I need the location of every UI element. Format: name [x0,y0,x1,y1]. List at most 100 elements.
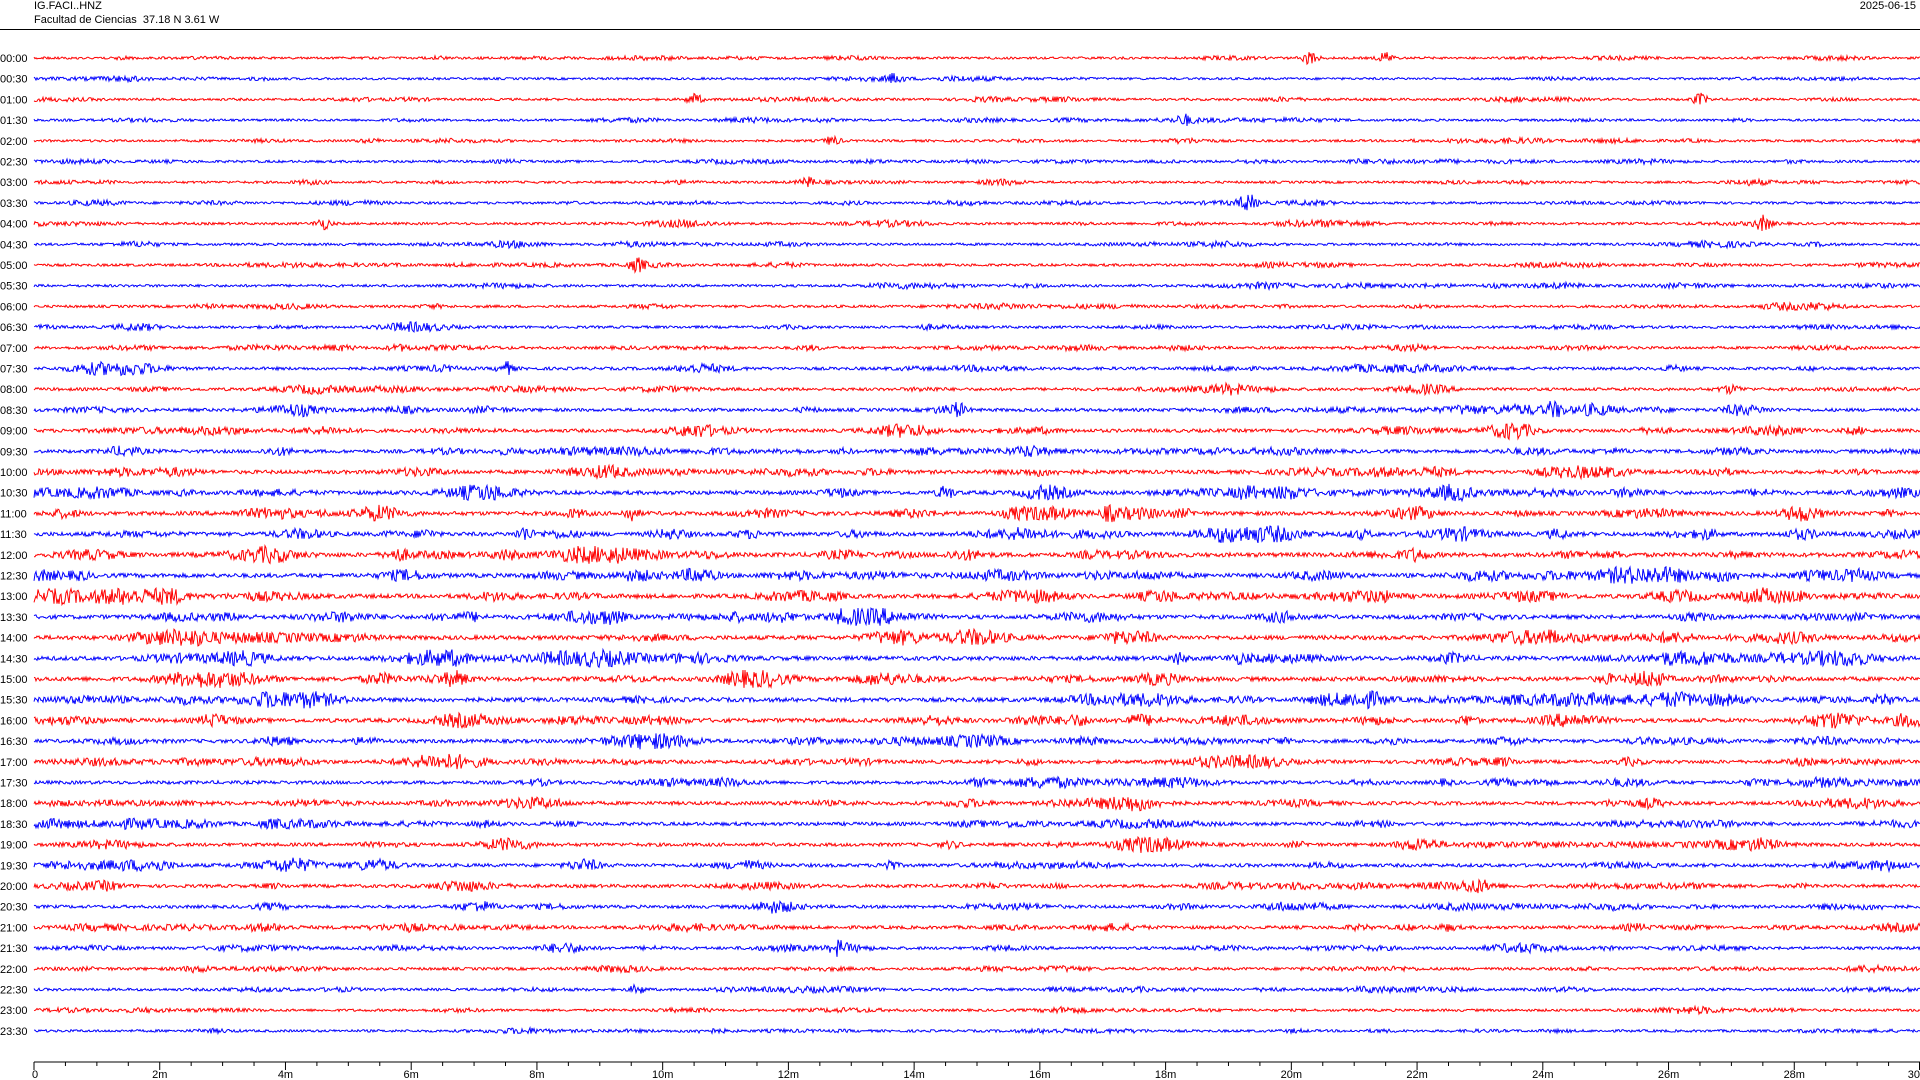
row-label: 02:30 [0,157,28,169]
row-label: 11:30 [0,529,27,541]
trace-1130 [33,525,1920,544]
trace-1000 [33,463,1920,481]
row-label: 05:30 [0,281,28,293]
row-label: 13:00 [0,591,28,603]
x-tick-label: 0 [32,1069,38,1080]
trace-1530 [33,690,1920,710]
row-label: 22:30 [0,985,28,997]
x-tick-label: 26m [1658,1069,1679,1080]
x-tick-label: 30 [1908,1069,1920,1080]
trace-0900 [33,422,1920,441]
trace-2000 [33,878,1920,894]
trace-2200 [33,963,1920,974]
row-label: 18:30 [0,819,28,831]
row-label: 09:30 [0,446,28,458]
row-label: 13:30 [0,612,28,624]
trace-0830 [33,399,1920,418]
row-label: 02:00 [0,136,28,148]
trace-0200 [33,134,1920,146]
trace-0330 [33,194,1920,211]
trace-1100 [33,503,1920,523]
trace-0730 [33,360,1920,377]
trace-0030 [33,72,1920,84]
x-tick-label: 22m [1406,1069,1427,1080]
trace-1700 [33,753,1920,770]
trace-0100 [33,92,1920,105]
trace-1300 [33,586,1920,607]
trace-1330 [33,607,1920,627]
trace-0530 [33,280,1920,291]
station-description: Facultad de Ciencias 37.18 N 3.61 W [34,14,219,26]
trace-1500 [33,669,1920,689]
trace-0600 [33,301,1920,313]
row-label: 15:30 [0,695,28,707]
x-tick-label: 4m [278,1069,293,1080]
row-label: 19:30 [0,860,28,872]
row-label: 14:30 [0,653,28,665]
trace-1200 [34,544,1920,565]
x-tick-label: 24m [1532,1069,1553,1080]
trace-1230 [33,565,1920,584]
trace-0300 [33,176,1920,188]
trace-0400 [33,214,1920,232]
trace-1400 [33,627,1920,647]
row-label: 16:30 [0,736,28,748]
trace-0130 [33,113,1920,126]
row-label: 21:00 [0,922,28,934]
row-label: 10:00 [0,467,28,479]
x-tick-label: 10m [652,1069,673,1080]
trace-1930 [33,857,1920,874]
trace-1630 [33,732,1920,750]
x-tick-label: 14m [903,1069,924,1080]
traces-group [33,52,1920,1036]
row-label: 07:00 [0,343,28,355]
trace-0430 [33,239,1920,250]
row-label: 01:30 [0,115,28,127]
trace-1030 [33,483,1920,503]
row-label: 20:00 [0,881,28,893]
row-label: 00:00 [0,53,28,65]
trace-2330 [34,1026,1920,1036]
row-label: 23:00 [0,1005,28,1017]
trace-1900 [33,835,1920,853]
trace-0630 [33,321,1920,333]
row-label: 04:00 [0,219,28,231]
trace-1730 [33,775,1920,790]
x-tick-label: 28m [1784,1069,1805,1080]
row-label: 19:00 [0,840,28,852]
trace-2030 [33,899,1920,914]
trace-0500 [33,257,1920,274]
row-label: 17:30 [0,778,28,790]
row-label: 12:00 [0,550,28,562]
row-label: 21:30 [0,943,28,955]
row-label: 04:30 [0,239,28,251]
row-label: 08:30 [0,405,28,417]
row-label: 00:30 [0,74,28,86]
row-label: 20:30 [0,902,28,914]
row-label: 14:00 [0,633,28,645]
trace-0930 [33,444,1920,458]
row-label: 03:30 [0,198,28,210]
station-code: IG.FACI..HNZ [34,0,102,12]
x-tick-label: 6m [404,1069,419,1080]
trace-1600 [33,711,1920,729]
x-tick-label: 16m [1029,1069,1050,1080]
row-label: 03:00 [0,177,28,189]
trace-1430 [33,647,1920,669]
trace-1800 [33,796,1920,812]
row-label: 12:30 [0,571,28,583]
row-label: 09:00 [0,426,28,438]
x-tick-label: 18m [1155,1069,1176,1080]
x-tick-label: 12m [778,1069,799,1080]
row-label: 07:30 [0,364,28,376]
trace-0700 [33,342,1920,353]
x-tick-label: 2m [152,1069,167,1080]
row-label: 16:00 [0,715,28,727]
trace-2230 [33,983,1920,995]
trace-0000 [33,52,1920,66]
plot-header: IG.FACI..HNZ Facultad de Ciencias 37.18 … [0,0,1920,30]
time-axis: 0 2m 4m 6m 8m 10m 12m 14m 16m 18m 20m 22m 24m 26m 28m 3… [32,1061,1920,1080]
x-tick-label: 20m [1281,1069,1302,1080]
row-label: 18:00 [0,798,28,810]
